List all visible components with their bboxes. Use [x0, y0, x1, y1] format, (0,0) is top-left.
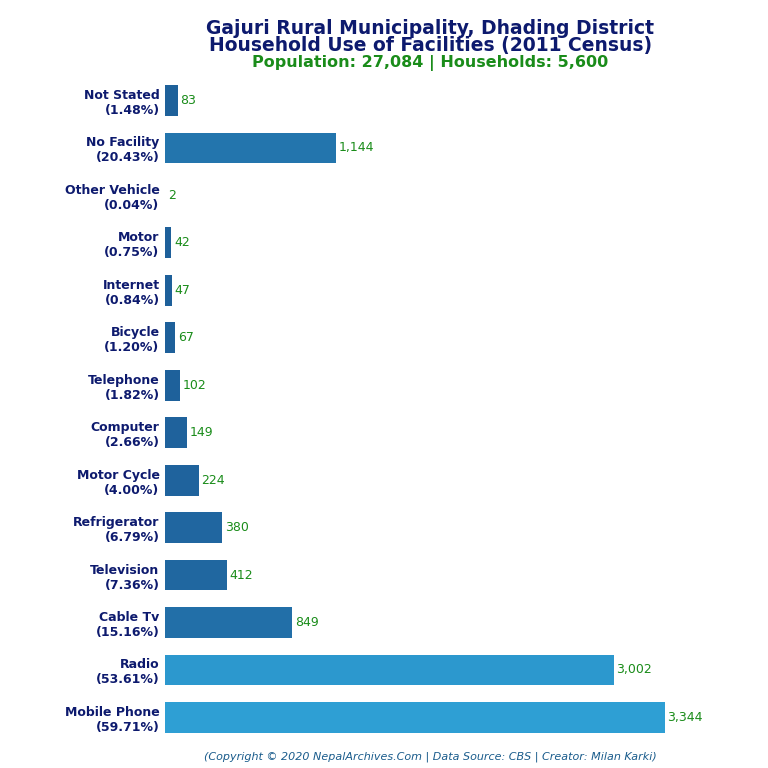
Bar: [165, 370, 180, 401]
Text: 67: 67: [178, 331, 194, 344]
Text: 412: 412: [230, 568, 253, 581]
Text: 3,002: 3,002: [617, 664, 652, 677]
Text: 380: 380: [224, 521, 249, 534]
Bar: [165, 465, 199, 495]
Text: Household Use of Facilities (2011 Census): Household Use of Facilities (2011 Census…: [209, 36, 651, 55]
Text: 3,344: 3,344: [667, 711, 703, 724]
Bar: [165, 702, 665, 733]
Bar: [165, 85, 177, 116]
Bar: [165, 275, 172, 306]
Text: Population: 27,084 | Households: 5,600: Population: 27,084 | Households: 5,600: [252, 55, 608, 71]
Bar: [165, 417, 187, 448]
Text: 224: 224: [201, 474, 225, 487]
Bar: [165, 323, 175, 353]
Text: 849: 849: [295, 616, 319, 629]
Text: (Copyright © 2020 NepalArchives.Com | Data Source: CBS | Creator: Milan Karki): (Copyright © 2020 NepalArchives.Com | Da…: [204, 751, 657, 762]
Text: 2: 2: [168, 189, 176, 202]
Bar: [165, 227, 171, 258]
Bar: [165, 512, 222, 543]
Text: Gajuri Rural Municipality, Dhading District: Gajuri Rural Municipality, Dhading Distr…: [206, 19, 654, 38]
Bar: [165, 654, 614, 685]
Text: 83: 83: [180, 94, 196, 107]
Text: 149: 149: [190, 426, 214, 439]
Bar: [165, 607, 292, 638]
Text: 1,144: 1,144: [339, 141, 374, 154]
Text: 102: 102: [183, 379, 207, 392]
Text: 47: 47: [175, 284, 190, 296]
Text: 42: 42: [174, 237, 190, 250]
Bar: [165, 560, 227, 591]
Bar: [165, 133, 336, 164]
